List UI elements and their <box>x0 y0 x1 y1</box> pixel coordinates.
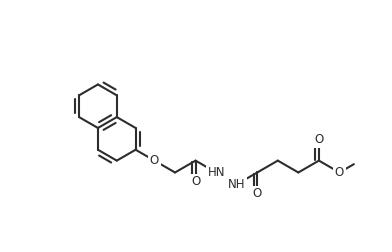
Text: O: O <box>314 133 323 146</box>
Text: O: O <box>191 175 200 188</box>
Text: O: O <box>335 166 344 179</box>
Text: HN: HN <box>207 166 225 179</box>
Text: O: O <box>252 187 262 200</box>
Text: NH: NH <box>228 178 245 191</box>
Text: O: O <box>150 154 159 167</box>
